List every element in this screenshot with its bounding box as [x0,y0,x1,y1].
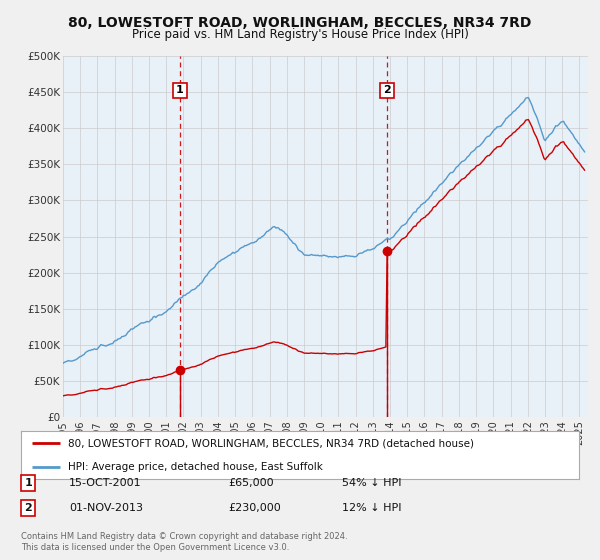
Text: Contains HM Land Registry data © Crown copyright and database right 2024.: Contains HM Land Registry data © Crown c… [21,532,347,541]
Text: 2: 2 [25,503,32,513]
Text: Price paid vs. HM Land Registry's House Price Index (HPI): Price paid vs. HM Land Registry's House … [131,28,469,41]
Text: 2: 2 [383,85,391,95]
Text: 54% ↓ HPI: 54% ↓ HPI [342,478,401,488]
Text: 1: 1 [176,85,184,95]
Text: This data is licensed under the Open Government Licence v3.0.: This data is licensed under the Open Gov… [21,543,289,552]
Text: 1: 1 [25,478,32,488]
Text: 01-NOV-2013: 01-NOV-2013 [69,503,143,513]
Text: 12% ↓ HPI: 12% ↓ HPI [342,503,401,513]
Text: £230,000: £230,000 [228,503,281,513]
Text: 15-OCT-2001: 15-OCT-2001 [69,478,142,488]
Text: HPI: Average price, detached house, East Suffolk: HPI: Average price, detached house, East… [68,462,323,472]
Text: 80, LOWESTOFT ROAD, WORLINGHAM, BECCLES, NR34 7RD: 80, LOWESTOFT ROAD, WORLINGHAM, BECCLES,… [68,16,532,30]
Text: £65,000: £65,000 [228,478,274,488]
Text: 80, LOWESTOFT ROAD, WORLINGHAM, BECCLES, NR34 7RD (detached house): 80, LOWESTOFT ROAD, WORLINGHAM, BECCLES,… [68,438,475,448]
